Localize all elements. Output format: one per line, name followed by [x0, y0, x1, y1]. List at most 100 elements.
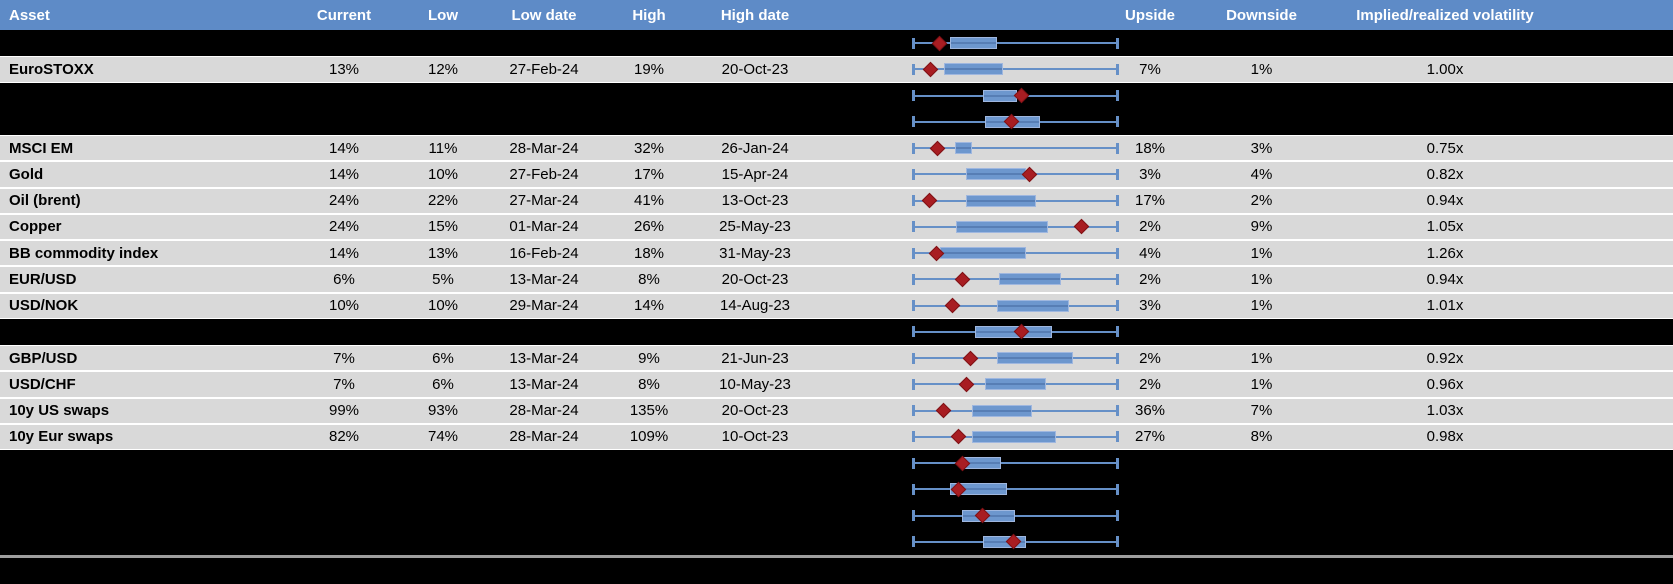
downside-cell[interactable]: 3% — [1250, 139, 1273, 157]
high-cell[interactable]: 135% — [629, 402, 669, 420]
high-cell[interactable]: 19% — [633, 60, 665, 78]
implied-realized-cell[interactable]: 0.82x — [1426, 165, 1464, 183]
low-date-cell[interactable]: 13-Mar-24 — [509, 349, 579, 367]
implied-realized-cell[interactable]: 0.96x — [1426, 375, 1464, 393]
high-cell[interactable]: 8% — [638, 270, 660, 288]
implied-realized-cell[interactable]: 1.03x — [1426, 402, 1464, 420]
upside-cell[interactable]: 36% — [1134, 402, 1166, 420]
current-cell[interactable]: 24% — [328, 192, 360, 210]
downside-cell[interactable]: 1% — [1250, 349, 1273, 367]
downside-cell[interactable]: 1% — [1250, 60, 1273, 78]
downside-cell[interactable]: 4% — [1250, 165, 1273, 183]
low-cell[interactable]: 22% — [427, 192, 459, 210]
low-date-cell[interactable]: 28-Mar-24 — [509, 139, 579, 157]
current-cell[interactable]: 10% — [328, 297, 360, 315]
high-date-cell[interactable]: 10-Oct-23 — [721, 428, 789, 446]
downside-cell[interactable]: 7% — [1250, 402, 1273, 420]
high-cell[interactable]: 32% — [633, 139, 665, 157]
header-current[interactable]: Current — [316, 6, 372, 24]
high-cell[interactable]: 14% — [633, 297, 665, 315]
low-cell[interactable]: 6% — [432, 349, 454, 367]
high-date-cell[interactable]: 20-Oct-23 — [721, 270, 789, 288]
high-cell[interactable]: 18% — [633, 244, 665, 262]
implied-realized-cell[interactable]: 0.75x — [1426, 139, 1464, 157]
asset-name-cell[interactable]: 10y Eur swaps — [9, 428, 114, 446]
downside-cell[interactable]: 1% — [1250, 297, 1273, 315]
downside-cell[interactable]: 2% — [1250, 192, 1273, 210]
asset-name-cell[interactable]: USD/CHF — [9, 375, 76, 393]
upside-cell[interactable]: 17% — [1134, 192, 1166, 210]
implied-realized-cell[interactable]: 1.00x — [1426, 60, 1464, 78]
upside-cell[interactable]: 4% — [1139, 244, 1161, 262]
current-cell[interactable]: 6% — [333, 270, 355, 288]
high-date-cell[interactable]: 15-Apr-24 — [721, 165, 789, 183]
high-date-cell[interactable]: 31-May-23 — [719, 244, 791, 262]
high-cell[interactable]: 8% — [638, 375, 660, 393]
header-upside[interactable]: Upside — [1124, 6, 1175, 24]
low-date-cell[interactable]: 16-Feb-24 — [509, 244, 579, 262]
low-date-cell[interactable]: 27-Feb-24 — [509, 60, 579, 78]
header-high-date[interactable]: High date — [720, 6, 790, 24]
current-cell[interactable]: 14% — [328, 139, 360, 157]
current-cell[interactable]: 13% — [328, 60, 360, 78]
header-implied-realized[interactable]: Implied/realized volatility — [1356, 6, 1534, 24]
current-cell[interactable]: 14% — [328, 244, 360, 262]
upside-cell[interactable]: 2% — [1139, 218, 1161, 236]
upside-cell[interactable]: 3% — [1139, 297, 1161, 315]
low-cell[interactable]: 93% — [427, 402, 459, 420]
high-cell[interactable]: 26% — [633, 218, 665, 236]
upside-cell[interactable]: 7% — [1139, 60, 1161, 78]
current-cell[interactable]: 14% — [328, 165, 360, 183]
asset-name-cell[interactable]: MSCI EM — [9, 139, 74, 157]
current-cell[interactable]: 99% — [328, 402, 360, 420]
asset-name-cell[interactable]: BB commodity index — [9, 244, 159, 262]
low-date-cell[interactable]: 27-Feb-24 — [509, 165, 579, 183]
high-date-cell[interactable]: 13-Oct-23 — [721, 192, 789, 210]
header-low-date[interactable]: Low date — [511, 6, 577, 24]
implied-realized-cell[interactable]: 0.94x — [1426, 270, 1464, 288]
high-date-cell[interactable]: 14-Aug-23 — [719, 297, 791, 315]
low-cell[interactable]: 13% — [427, 244, 459, 262]
low-date-cell[interactable]: 01-Mar-24 — [509, 218, 579, 236]
header-asset[interactable]: Asset — [9, 6, 50, 24]
low-date-cell[interactable]: 27-Mar-24 — [509, 192, 579, 210]
current-cell[interactable]: 7% — [333, 349, 355, 367]
high-cell[interactable]: 17% — [633, 165, 665, 183]
downside-cell[interactable]: 1% — [1250, 244, 1273, 262]
upside-cell[interactable]: 2% — [1139, 349, 1161, 367]
implied-realized-cell[interactable]: 1.05x — [1426, 218, 1464, 236]
header-high[interactable]: High — [632, 6, 666, 24]
asset-name-cell[interactable]: GBP/USD — [9, 349, 78, 367]
implied-realized-cell[interactable]: 0.94x — [1426, 192, 1464, 210]
low-cell[interactable]: 74% — [427, 428, 459, 446]
high-date-cell[interactable]: 20-Oct-23 — [721, 60, 789, 78]
downside-cell[interactable]: 9% — [1250, 218, 1273, 236]
downside-cell[interactable]: 1% — [1250, 375, 1273, 393]
low-cell[interactable]: 10% — [427, 165, 459, 183]
low-date-cell[interactable]: 29-Mar-24 — [509, 297, 579, 315]
low-date-cell[interactable]: 28-Mar-24 — [509, 428, 579, 446]
asset-name-cell[interactable]: Oil (brent) — [9, 192, 81, 210]
current-cell[interactable]: 24% — [328, 218, 360, 236]
implied-realized-cell[interactable]: 1.01x — [1426, 297, 1464, 315]
high-cell[interactable]: 109% — [629, 428, 669, 446]
high-date-cell[interactable]: 10-May-23 — [719, 375, 791, 393]
downside-cell[interactable]: 8% — [1250, 428, 1273, 446]
asset-name-cell[interactable]: USD/NOK — [9, 297, 79, 315]
high-cell[interactable]: 41% — [633, 192, 665, 210]
low-date-cell[interactable]: 13-Mar-24 — [509, 375, 579, 393]
low-date-cell[interactable]: 28-Mar-24 — [509, 402, 579, 420]
downside-cell[interactable]: 1% — [1250, 270, 1273, 288]
implied-realized-cell[interactable]: 0.92x — [1426, 349, 1464, 367]
upside-cell[interactable]: 27% — [1134, 428, 1166, 446]
header-low[interactable]: Low — [428, 6, 458, 24]
asset-name-cell[interactable]: Copper — [9, 218, 62, 236]
high-date-cell[interactable]: 21-Jun-23 — [721, 349, 789, 367]
asset-name-cell[interactable]: Gold — [9, 165, 44, 183]
upside-cell[interactable]: 18% — [1134, 139, 1166, 157]
low-date-cell[interactable]: 13-Mar-24 — [509, 270, 579, 288]
low-cell[interactable]: 11% — [428, 139, 458, 157]
low-cell[interactable]: 12% — [427, 60, 459, 78]
low-cell[interactable]: 15% — [427, 218, 459, 236]
upside-cell[interactable]: 2% — [1139, 375, 1161, 393]
